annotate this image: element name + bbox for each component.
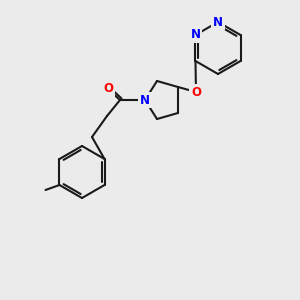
Text: N: N bbox=[213, 16, 223, 28]
Text: N: N bbox=[190, 28, 200, 41]
Text: N: N bbox=[140, 94, 150, 106]
Text: O: O bbox=[103, 82, 113, 95]
Text: O: O bbox=[191, 85, 201, 98]
